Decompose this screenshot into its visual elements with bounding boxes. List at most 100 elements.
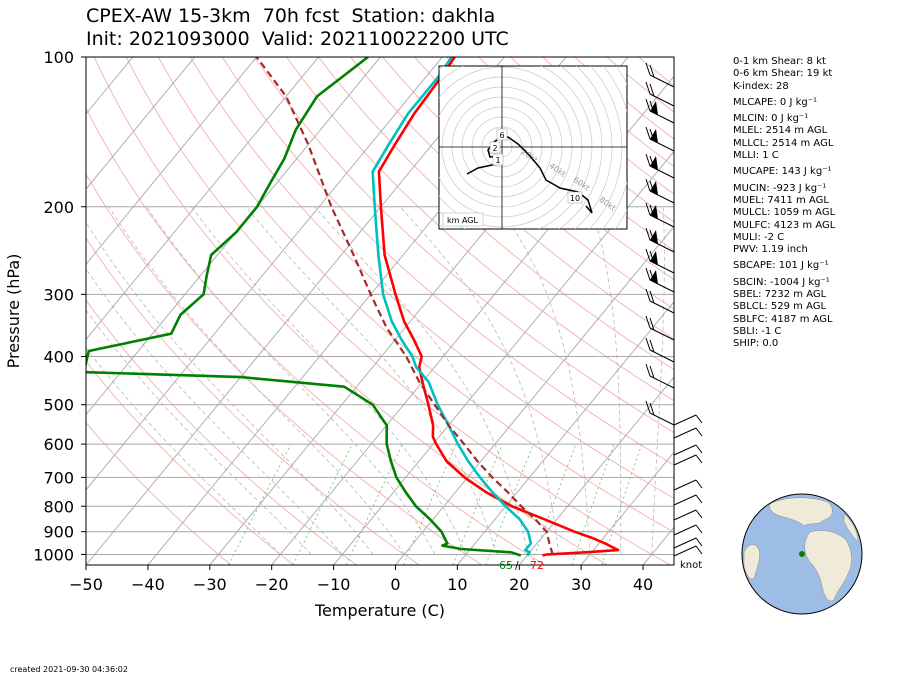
hodograph-corner-box <box>442 212 484 227</box>
surface-label-separator: / <box>515 559 519 572</box>
wind-barb-feather <box>645 248 651 262</box>
x-tick-label: 40 <box>633 575 653 594</box>
sounding-index: MULCL: 1059 m AGL <box>733 207 836 219</box>
x-tick-label: 30 <box>571 575 591 594</box>
wind-barb-feather <box>649 269 655 283</box>
sounding-index: SBLFC: 4187 m AGL <box>733 313 833 325</box>
x-tick-label: −20 <box>255 575 289 594</box>
y-tick-label: 500 <box>43 396 74 415</box>
y-tick-label: 900 <box>43 523 74 542</box>
hodograph-height-box <box>567 191 583 204</box>
sounding-index: SBCAPE: 101 J kg⁻¹ <box>733 260 829 272</box>
wind-barb-feather <box>695 537 703 547</box>
wind-barb-feather <box>649 100 655 114</box>
globe-land-africa <box>804 530 852 602</box>
isotherm <box>86 57 443 491</box>
wind-barb-pennant <box>650 230 658 244</box>
dry-adiabat <box>86 421 232 565</box>
plot-frame <box>85 56 675 566</box>
sounding-index: 0-1 km Shear: 8 kt <box>733 56 826 67</box>
wind-barb-feather <box>695 427 703 437</box>
mixing-ratio-line <box>345 443 403 565</box>
wind-barb-feather <box>695 509 703 519</box>
sounding-index: MLLI: 1 C <box>733 150 779 162</box>
isotherm <box>518 376 674 565</box>
chart-title-line-1: CPEX-AW 15-3km 70h fcst Station: dakhla <box>86 5 496 27</box>
y-tick-label: 700 <box>43 468 74 487</box>
wind-barb-feather <box>649 229 655 243</box>
station-marker <box>799 551 805 557</box>
dewpoint-profile <box>86 57 522 557</box>
globe-land-america <box>743 544 760 580</box>
wind-barb-feather <box>649 250 655 264</box>
hodograph-frame <box>438 65 628 230</box>
wind-barb <box>673 494 697 506</box>
dry-adiabat <box>93 57 608 565</box>
x-tick-label: −10 <box>317 575 351 594</box>
y-tick-label: 100 <box>43 48 74 67</box>
dry-adiabat <box>86 360 295 565</box>
isotherm <box>395 225 674 565</box>
y-tick-label: 300 <box>43 285 74 304</box>
sounding-index: MUEL: 7411 m AGL <box>733 194 829 206</box>
moist-adiabat <box>498 206 591 555</box>
wind-barb <box>673 479 697 491</box>
wind-barb-pennant <box>650 181 658 195</box>
wind-barb-feather <box>695 494 703 504</box>
x-axis-label: Temperature (C) <box>314 601 445 620</box>
wind-barb <box>673 545 697 557</box>
wind-barb-feather <box>695 414 703 424</box>
moist-adiabat <box>108 206 405 555</box>
y-tick-label: 600 <box>43 435 74 454</box>
moist-adiabat <box>191 206 467 555</box>
dry-adiabat <box>157 57 674 533</box>
sounding-index: PWV: 1.19 inch <box>733 244 808 256</box>
wind-barb-feather <box>649 365 655 379</box>
isotherm <box>86 57 505 565</box>
dry-adiabat <box>86 107 546 565</box>
x-tick-label: 10 <box>447 575 467 594</box>
isotherm <box>333 150 674 565</box>
hodograph-height-label: 6 <box>499 131 504 140</box>
dry-adiabat <box>285 57 674 402</box>
sounding-index: MLEL: 2514 m AGL <box>733 125 828 137</box>
isotherm <box>86 57 319 341</box>
dry-adiabat <box>86 173 483 565</box>
sounding-index: MLCAPE: 0 J kg⁻¹ <box>733 96 818 108</box>
x-tick-label: 20 <box>509 575 529 594</box>
hodograph-height-label: 1 <box>495 156 500 165</box>
isotherm <box>86 57 381 416</box>
y-tick-label: 200 <box>43 198 74 217</box>
dry-adiabat <box>125 57 671 565</box>
wind-barb-feather <box>695 444 703 454</box>
sounding-index: MUCIN: -923 J kg⁻¹ <box>733 182 827 194</box>
hodograph-height-label: 2 <box>492 144 497 153</box>
wind-barb-pennant <box>650 270 658 284</box>
sounding-index: MULFC: 4123 m AGL <box>733 219 836 231</box>
isotherm <box>86 57 196 190</box>
wind-barb-feather <box>649 290 655 304</box>
wind-barb <box>673 524 697 536</box>
sounding-index: MULI: -2 C <box>733 231 785 243</box>
dry-adiabat <box>382 57 674 310</box>
surface-temperature-label: 72 <box>530 559 544 572</box>
moist-adiabat <box>590 206 622 555</box>
wind-unit-label: knot <box>680 560 703 571</box>
hodograph-corner-label: km AGL <box>447 216 479 225</box>
sounding-index: K-index: 28 <box>733 80 789 92</box>
wind-barb <box>673 414 697 426</box>
mixing-ratio-line <box>292 443 353 565</box>
wind-barb-feather <box>695 479 703 489</box>
y-tick-label: 1000 <box>33 545 74 564</box>
wind-barb-feather <box>649 155 655 169</box>
mixing-ratio-line <box>403 443 457 565</box>
hodograph-height-box <box>492 153 504 166</box>
wind-barb-feather <box>645 81 651 95</box>
wind-barb-feather <box>645 363 651 377</box>
wind-barb-feather <box>645 98 651 112</box>
sounding-index: MLLCL: 2514 m AGL <box>733 137 834 149</box>
wind-barb <box>673 537 697 549</box>
sounding-index: SBLI: -1 C <box>733 325 782 337</box>
